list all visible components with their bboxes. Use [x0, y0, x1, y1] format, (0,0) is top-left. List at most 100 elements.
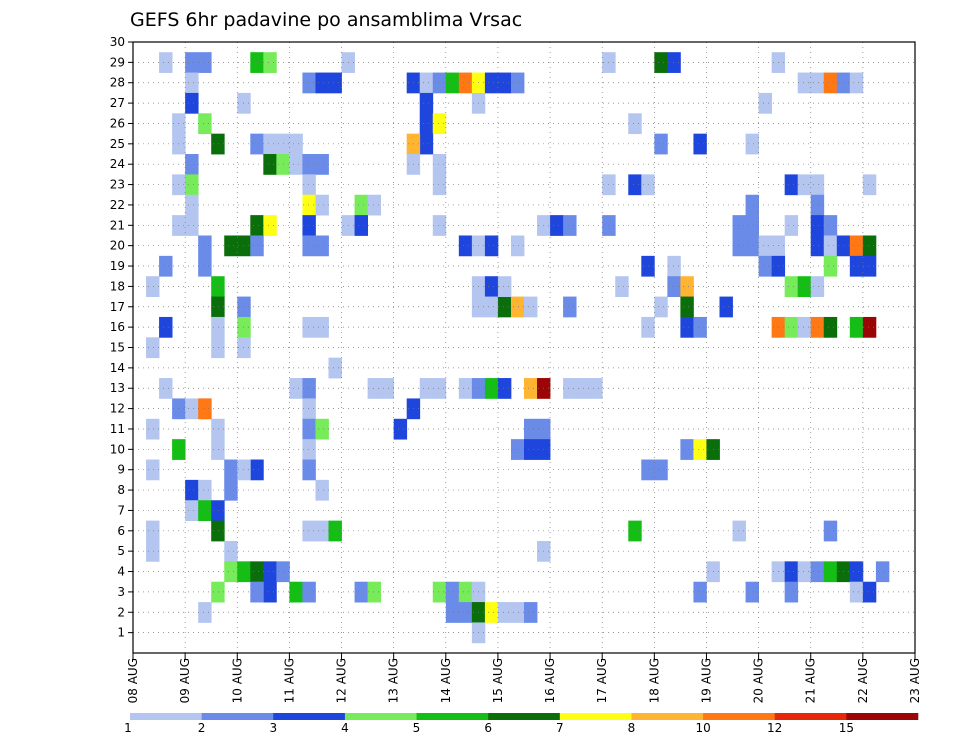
heatmap-cell: [302, 520, 316, 542]
heatmap-cell: [289, 133, 303, 155]
heatmap-cell: [328, 520, 342, 542]
heatmap-cell: [589, 378, 603, 399]
heatmap-cell: [524, 418, 538, 440]
heatmap-cell: [224, 459, 238, 481]
heatmap-cell: [654, 52, 668, 73]
heatmap-cell: [810, 561, 825, 583]
heatmap-cell: [680, 276, 694, 297]
heatmap-cell: [680, 316, 694, 338]
colorbar-swatch: [488, 713, 561, 720]
x-axis: 08 AUG 09 AUG 10 AUG 11 AUG 12 AUG 13 AUG 14 A…: [126, 653, 922, 703]
heatmap-cell: [628, 113, 642, 135]
colorbar-label: 7: [556, 721, 564, 735]
heatmap-cell: [745, 581, 759, 603]
heatmap-cell: [797, 72, 812, 94]
heatmap-cell: [263, 561, 277, 583]
heatmap-cell: [628, 520, 642, 542]
heatmap-cell: [745, 133, 759, 155]
y-tick-label: 16: [110, 320, 125, 334]
heatmap-cell: [302, 418, 316, 440]
heatmap-cell: [458, 378, 473, 399]
heatmap-cell: [211, 439, 225, 460]
heatmap-cell: [563, 378, 577, 399]
heatmap-cell: [380, 378, 395, 399]
colorbar-swatch: [344, 713, 417, 720]
y-tick-label: 3: [117, 585, 125, 599]
heatmap-cell: [680, 439, 694, 460]
heatmap-cell: [445, 72, 460, 94]
heatmap-cell: [250, 561, 264, 583]
colorbar-swatch: [631, 713, 704, 720]
heatmap-cell: [198, 235, 212, 257]
heatmap-cell: [302, 235, 316, 257]
y-tick-label: 28: [110, 76, 125, 90]
heatmap-cell: [654, 133, 668, 155]
heatmap-cell: [185, 52, 199, 73]
grid-lines: [133, 41, 915, 653]
colorbar-swatch: [774, 713, 847, 720]
y-tick-label: 21: [110, 218, 125, 232]
heatmap-cell: [823, 215, 838, 236]
y-tick-label: 11: [110, 422, 125, 436]
heatmap-cell: [497, 602, 512, 623]
colorbar-label: 12: [767, 721, 782, 735]
heatmap-cell: [263, 154, 277, 175]
y-tick-label: 22: [110, 198, 125, 212]
heatmap-cell: [758, 235, 773, 257]
heatmap-cell: [458, 235, 473, 257]
heatmap-cell: [302, 439, 316, 460]
heatmap-cell: [250, 581, 264, 603]
heatmap-cell: [797, 276, 812, 297]
heatmap-cell: [315, 72, 329, 94]
heatmap-cell: [185, 215, 199, 236]
heatmap-cell: [497, 296, 512, 318]
colorbar-swatch: [130, 713, 202, 720]
y-tick-label: 9: [117, 463, 125, 477]
x-tick-label: 22 AUG: [856, 658, 870, 703]
x-tick-label: 10 AUG: [230, 658, 244, 703]
heatmap-cell: [315, 520, 329, 542]
heatmap-cell: [146, 520, 160, 542]
heatmap-cell: [497, 378, 512, 399]
heatmap-cell: [484, 235, 499, 257]
y-tick-label: 25: [110, 137, 125, 151]
y-tick-label: 23: [110, 178, 125, 192]
x-tick-label: 20 AUG: [752, 658, 766, 703]
heatmap-cell: [497, 72, 512, 94]
heatmap-cell: [849, 581, 864, 603]
colorbar-label: 15: [839, 721, 854, 735]
heatmap-cell: [862, 255, 877, 277]
heatmap-cell: [315, 418, 329, 440]
heatmap-cell: [484, 602, 499, 623]
heatmap-cell: [563, 296, 577, 318]
heatmap-cell: [198, 52, 212, 73]
heatmap-cell: [784, 561, 799, 583]
heatmap-cell: [784, 276, 799, 297]
heatmap-cell: [419, 113, 434, 135]
heatmap-cell: [224, 561, 238, 583]
heatmap-cell: [510, 439, 525, 460]
heatmap-cell: [524, 296, 538, 318]
heatmap-cell: [302, 194, 316, 216]
heatmap-cell: [862, 316, 877, 338]
heatmap-cell: [693, 316, 707, 338]
heatmap-cell: [862, 174, 877, 196]
x-tick-label: 15 AUG: [491, 658, 505, 703]
heatmap-cell: [302, 459, 316, 481]
y-tick-label: 2: [117, 605, 125, 619]
heatmap-cell: [823, 316, 838, 338]
heatmap-cell: [445, 602, 460, 623]
heatmap-cell: [354, 194, 368, 216]
heatmap-cell: [289, 378, 303, 399]
heatmap-cell: [458, 72, 473, 94]
heatmap-cell: [302, 316, 316, 338]
heatmap-cell: [432, 174, 447, 196]
heatmap-cell: [719, 296, 733, 318]
x-tick-label: 16 AUG: [543, 658, 557, 703]
heatmap-cell: [198, 398, 212, 420]
colorbar-label: 10: [695, 721, 710, 735]
heatmap-cell: [458, 581, 473, 603]
y-tick-label: 8: [117, 483, 125, 497]
heatmap-cell: [328, 72, 342, 94]
colorbar-label: 8: [628, 721, 636, 735]
